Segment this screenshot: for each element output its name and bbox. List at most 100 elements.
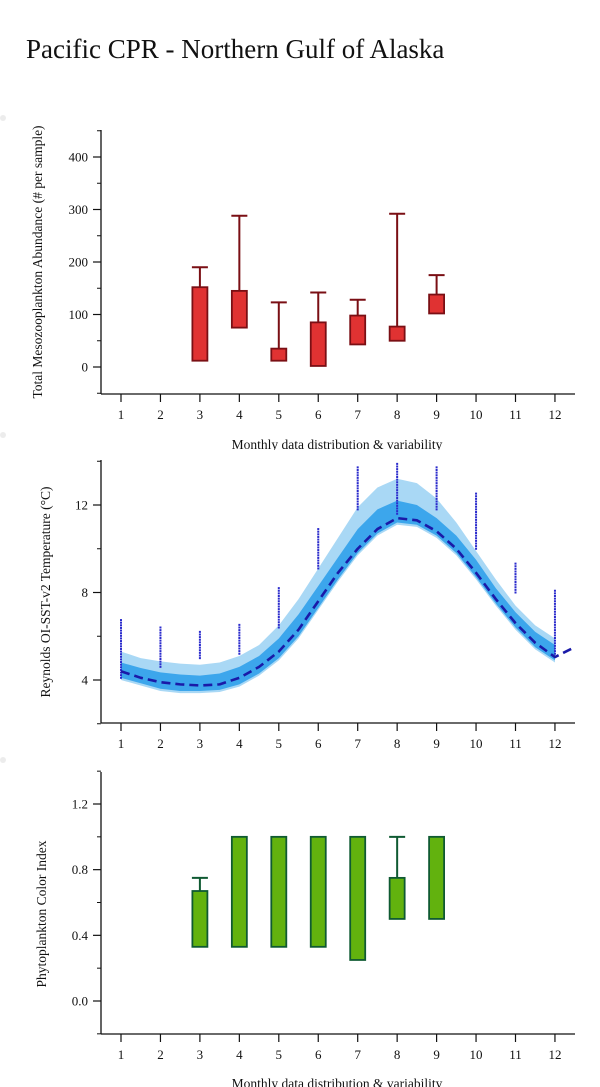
sst-observation-point [277,597,280,600]
sst-observation-point [277,592,280,595]
sst-observation-point [553,616,556,618]
sst-observation-point [396,483,399,486]
sst-observation-point [238,631,241,634]
sst-observation-point [356,503,359,506]
box-month-3 [191,286,209,362]
sst-observation-point [396,470,399,473]
sst-observation-point [198,633,201,636]
sst-observation-point [475,503,478,506]
sst-observation-point [356,508,359,511]
sst-observation-point [396,491,399,494]
y-tick-label: 0 [82,360,89,375]
sst-observation-point [396,476,399,478]
sst-observation-point [120,666,122,669]
sst-observation-point [356,471,359,474]
x-tick-label: 6 [315,736,322,751]
sst-observation-point [553,631,556,634]
sst-observation-point [159,629,162,632]
sst-observation-point [159,626,162,629]
sst-observation-point [238,639,241,642]
sst-observation-point [356,492,359,495]
sst-observation-point [198,651,201,654]
edge-dot [0,115,6,121]
sst-observation-point [553,629,556,632]
sst-observation-point [514,562,517,565]
x-tick-label: 9 [433,736,440,751]
sst-observation-point [317,528,320,531]
sst-observation-point [514,588,517,591]
x-tick-label: 4 [236,736,243,751]
x-tick-label: 10 [470,407,483,422]
sst-observation-point [317,567,320,570]
sst-observation-point [120,658,122,661]
sst-observation-point [553,647,556,650]
sst-observation-point [159,658,162,660]
sst-observation-point [514,591,517,594]
y-axis-label: Total Mesozooplankton Abundance (# per s… [30,125,45,398]
sst-observation-point [120,640,122,643]
x-axis-label: Monthly data distribution & variability [232,1076,443,1087]
sst-observation-point [159,665,162,668]
sst-observation-point [514,573,517,576]
page-title: Pacific CPR - Northern Gulf of Alaska [26,34,445,64]
edge-dot [0,432,6,438]
box-month-9 [428,293,446,315]
sst-observation-point [238,652,241,655]
sst-observation-point [238,623,241,626]
sst-observation-point [238,642,241,645]
sst-observation-point [435,479,438,482]
sst-observation-point [198,646,201,649]
sst-observation-point [553,608,556,611]
sst-observation-point [238,629,241,632]
sst-observation-point [277,605,280,608]
sst-observation-point [553,589,556,592]
sst-observation-point [120,676,122,679]
edge-dot [0,757,6,763]
sst-observation-point [514,567,517,570]
x-axis-label: Monthly data distribution & variability [232,437,443,450]
sst-observation-point [238,644,241,647]
x-tick-label: 8 [394,736,401,751]
sst-observation-point [475,524,478,527]
sst-observation-point [159,631,162,634]
sst-observation-point [277,626,280,629]
x-tick-label: 7 [354,1047,361,1062]
sst-observation-point [435,471,438,474]
x-tick-label: 7 [354,407,361,422]
x-tick-label: 6 [315,1047,322,1062]
sst-observation-point [435,484,438,487]
sst-observation-point [435,508,438,511]
sst-observation-point [553,637,556,639]
sst-observation-point [356,505,359,508]
sst-observation-point [435,500,438,503]
sst-observation-point [159,655,162,658]
sst-observation-point [475,547,478,550]
box-month-9 [428,835,446,920]
box-month-5 [270,347,288,362]
sst-observation-point [514,578,517,581]
sst-observation-point [120,626,122,629]
sst-observation-point [435,474,438,477]
sst-observation-point [198,630,201,633]
sst-observation-point [120,645,122,648]
sst-observation-point [317,535,320,538]
x-tick-label: 12 [548,1047,561,1062]
sst-observation-point [553,634,556,637]
sst-observation-point [159,650,162,653]
sst-observation-point [435,490,438,492]
y-axis-label: Phytoplankton Color Index [34,840,49,987]
sst-observation-point [356,479,359,482]
x-tick-label: 8 [394,407,401,422]
sst-observation-point [120,642,122,645]
sst-observation-point [159,663,162,666]
x-tick-label: 12 [548,407,561,422]
phytoplankton-color-index-chart: 0.00.40.81.21 2 3 4 5 6 7 8 9 10 11 12Phytoplankton… [34,770,575,1087]
sst-observation-point [396,502,399,505]
x-tick-label: 4 [236,407,243,422]
sst-observation-point [317,546,320,549]
sst-observation-point [277,618,280,621]
sst-observation-point [553,618,556,621]
box-month-7 [349,835,367,961]
x-tick-label: 11 [509,736,522,751]
